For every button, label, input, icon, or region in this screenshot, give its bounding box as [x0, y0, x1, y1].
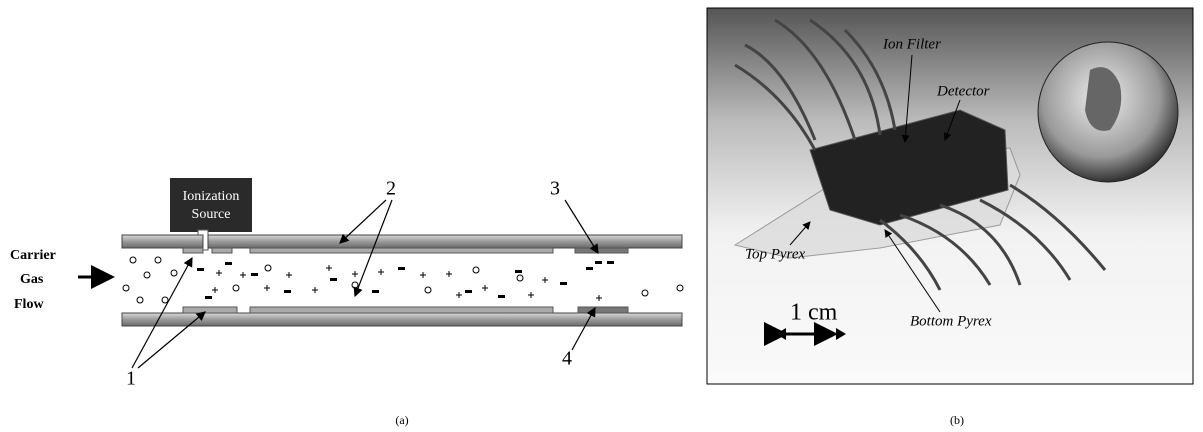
- negative-ions: [197, 261, 614, 299]
- photo-label: Detector: [936, 83, 990, 99]
- caption: (a): [395, 413, 408, 427]
- photo-label: Ion Filter: [882, 36, 941, 52]
- ionization-source: [170, 178, 252, 232]
- callout: 1: [126, 368, 136, 390]
- panel-a: Ionization Source: [10, 178, 683, 427]
- figure: Ionization Source: [0, 0, 1203, 432]
- flow-label: Carrier: [10, 248, 56, 263]
- flow-label: Flow: [14, 297, 44, 312]
- callout: 3: [550, 178, 560, 200]
- panel-b: Ion Filter Detector Top Pyrex Bottom Pyr…: [707, 8, 1193, 427]
- photo-label: Bottom Pyrex: [910, 313, 992, 329]
- scale-label: 1 cm: [790, 300, 838, 326]
- top-plate: [122, 235, 203, 248]
- source-label: Source: [192, 207, 231, 222]
- page: Ionization Source: [0, 0, 1203, 432]
- photo-label: Top Pyrex: [745, 246, 805, 262]
- flow-label: Gas: [20, 272, 44, 287]
- source-label: Ionization: [183, 189, 240, 204]
- electrodes: [183, 248, 628, 313]
- callout: 4: [562, 348, 572, 370]
- callout: 2: [386, 178, 396, 200]
- bottom-plate: [122, 313, 682, 326]
- caption: (b): [950, 413, 964, 427]
- top-plate: [208, 235, 682, 248]
